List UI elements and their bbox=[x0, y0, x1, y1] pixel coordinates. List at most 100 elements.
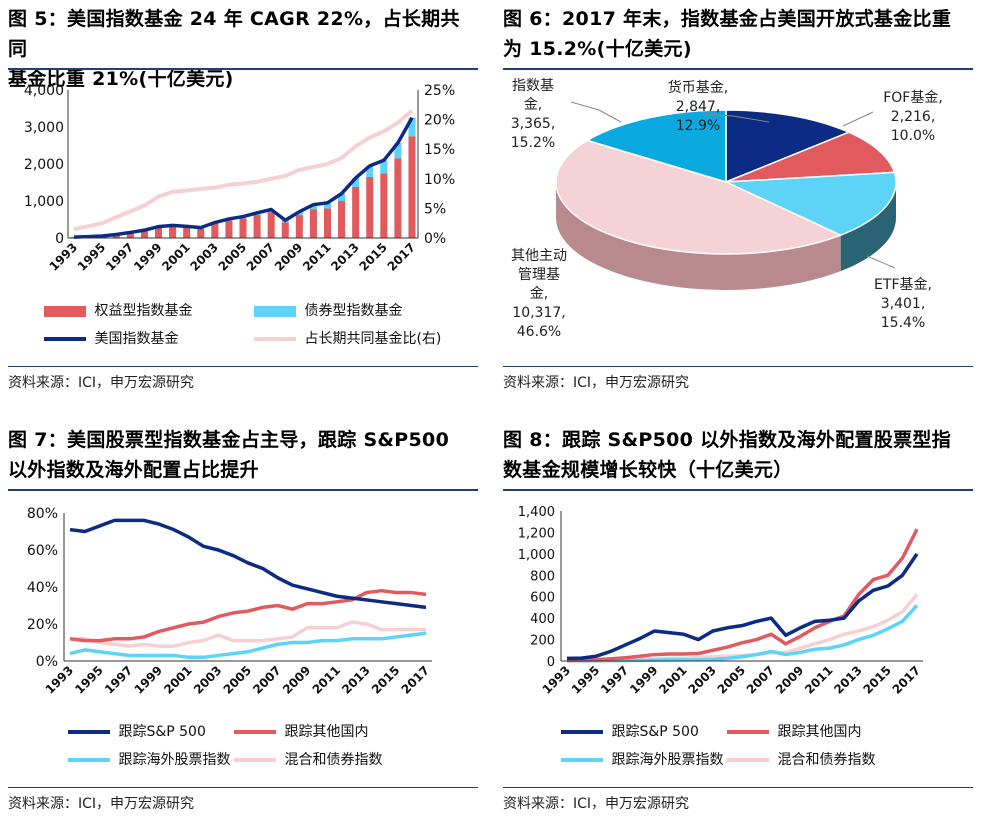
bar-equity-index bbox=[323, 208, 332, 238]
x-tick-label: 2017 bbox=[890, 663, 924, 697]
legend-label: 混合和债券指数 bbox=[777, 752, 876, 768]
figure-7-title-line2: 以外指数及海外配置占比提升 bbox=[8, 459, 259, 481]
x-tick-label: 2009 bbox=[280, 663, 314, 697]
legend-label: 跟踪其他国内 bbox=[284, 724, 369, 740]
legend-swatch-cyan bbox=[254, 305, 296, 317]
figure-7-legend: 跟踪S&P 500 跟踪其他国内 跟踪海外股票指数 混合和债券指数 bbox=[8, 719, 478, 775]
bar-equity-index bbox=[267, 212, 275, 238]
legend-swatch-cyan-line bbox=[68, 758, 110, 762]
x-tick-label: 1995 bbox=[75, 240, 109, 274]
figure-7-title: 图 7：美国股票型指数基金占主导，跟踪 S&P500 以外指数及海外配置占比提升 bbox=[8, 425, 449, 485]
legend-label: 混合和债券指数 bbox=[284, 752, 383, 768]
x-tick-label: 1995 bbox=[72, 663, 106, 697]
legend-label: 跟踪其他国内 bbox=[777, 724, 862, 740]
line-other-domestic bbox=[69, 588, 427, 643]
line-hybrid-bond bbox=[70, 620, 426, 648]
figure-5-title: 图 5：美国指数基金 24 年 CAGR 22%，占长期共同 基金比重 21%(… bbox=[8, 4, 478, 94]
y-tick-label: 20% bbox=[27, 617, 58, 633]
legend-swatch-pink-line bbox=[254, 337, 296, 341]
legend-swatch-navy-line bbox=[561, 730, 603, 734]
figure-8-bottom-rule bbox=[503, 787, 973, 788]
bar-equity-index bbox=[154, 227, 163, 238]
x-tick-label: 1995 bbox=[569, 663, 603, 697]
bar-equity-index bbox=[140, 230, 148, 238]
y-tick-label: 60% bbox=[27, 543, 58, 559]
pie-slice-side bbox=[840, 182, 896, 272]
figure-6-source: 资料来源：ICI，申万宏源研究 bbox=[503, 375, 690, 391]
x-tick-label: 2001 bbox=[159, 240, 193, 274]
x-tick-label: 2011 bbox=[300, 240, 334, 274]
x-tick-label: 2007 bbox=[250, 663, 284, 697]
panel-figure-8: 图 8：跟踪 S&P500 以外指数及海外配置股票型指 数基金规模增长较快（十亿… bbox=[503, 425, 973, 822]
figure-7-title-line1: 图 7：美国股票型指数基金占主导，跟踪 S&P500 bbox=[8, 429, 450, 451]
y-tick-label: 1,400 bbox=[518, 505, 555, 520]
bar-bond-index bbox=[309, 204, 317, 210]
figure-7-bottom-rule bbox=[8, 787, 478, 788]
bar-bond-index bbox=[323, 202, 332, 209]
x-tick-label: 2013 bbox=[328, 240, 362, 274]
bar-equity-index bbox=[169, 226, 177, 238]
x-tick-label: 2005 bbox=[216, 240, 250, 274]
y-left-tick-label: 1,000 bbox=[24, 194, 64, 210]
label-money-fund: 货币基金, bbox=[668, 79, 728, 96]
y-left-tick-label: 3,000 bbox=[24, 120, 64, 136]
bar-bond-index bbox=[366, 165, 374, 177]
y-right-tick-label: 25% bbox=[424, 83, 455, 99]
x-tick-label: 1999 bbox=[627, 663, 661, 697]
line-us-index bbox=[73, 116, 414, 239]
figure-5-chart: 0 1,000 2,000 3,000 4,000 0% 5% 10% 15% 20% 25% 199… bbox=[24, 83, 455, 274]
line-sp500 bbox=[566, 552, 919, 661]
x-tick-label: 2001 bbox=[161, 663, 195, 697]
figure-5-bottom-rule bbox=[8, 366, 478, 367]
line-sp500 bbox=[69, 518, 427, 610]
x-tick-label: 2013 bbox=[339, 663, 373, 697]
x-tick-label: 1997 bbox=[102, 663, 136, 697]
leader-line bbox=[866, 255, 896, 269]
pie-slice bbox=[725, 131, 896, 183]
legend-item-equity-index: 权益型指数基金 bbox=[44, 300, 192, 320]
bar-equity-index bbox=[352, 186, 360, 238]
y-right-tick-label: 10% bbox=[424, 172, 455, 188]
legend-item-hybrid-bond: 混合和债券指数 bbox=[727, 749, 875, 769]
figure-5-top-rule bbox=[8, 68, 478, 70]
legend-label: 债券型指数基金 bbox=[304, 303, 403, 319]
y-tick-label: 800 bbox=[530, 569, 555, 584]
y-tick-label: 0 bbox=[547, 655, 555, 670]
legend-item-foreign-equity: 跟踪海外股票指数 bbox=[561, 749, 723, 769]
legend-label: 跟踪S&P 500 bbox=[118, 724, 206, 740]
bar-equity-index bbox=[197, 228, 205, 238]
bar-bond-index bbox=[394, 142, 402, 159]
panel-figure-6: 图 6：2017 年末，指数基金占美国开放式基金比重 为 15.2%(十亿美元)… bbox=[503, 4, 973, 404]
pie-slice bbox=[725, 171, 897, 236]
x-tick-label: 2005 bbox=[715, 663, 749, 697]
legend-label: 跟踪S&P 500 bbox=[611, 724, 699, 740]
bar-equity-index bbox=[126, 232, 134, 238]
figure-5-title-line2: 基金比重 21%(十亿美元) bbox=[8, 68, 234, 90]
y-tick-label: 200 bbox=[530, 634, 555, 649]
figure-6-bottom-rule bbox=[503, 366, 973, 367]
x-tick-label: 1997 bbox=[598, 663, 632, 697]
bar-equity-index bbox=[380, 173, 388, 238]
legend-item-hybrid-bond: 混合和债券指数 bbox=[234, 749, 382, 769]
legend-item-sp500: 跟踪S&P 500 bbox=[561, 721, 699, 741]
legend-item-bond-index: 债券型指数基金 bbox=[254, 300, 402, 320]
x-tick-label: 2007 bbox=[244, 240, 278, 274]
figure-5-source: 资料来源：ICI，申万宏源研究 bbox=[8, 375, 195, 391]
pie-slice-side bbox=[556, 182, 841, 290]
legend-swatch-navy-line bbox=[44, 337, 86, 341]
bar-bond-index bbox=[338, 193, 346, 201]
figure-6-pie-chart: 货币基金, 2,847, 12.9% FOF基金, 2,216, 10.0% ETF基金, 3… bbox=[511, 77, 943, 340]
panel-figure-7: 图 7：美国股票型指数基金占主导，跟踪 S&P500 以外指数及海外配置占比提升… bbox=[8, 425, 478, 822]
label-other-active-fund: 管理基 bbox=[518, 266, 560, 283]
label-etf-fund: ETF基金, bbox=[874, 276, 932, 293]
figure-5-legend: 权益型指数基金 债券型指数基金 美国指数基金 占长期共同基金比(右) bbox=[8, 296, 478, 356]
figure-7-source: 资料来源：ICI，申万宏源研究 bbox=[8, 796, 195, 812]
y-left-tick-label: 4,000 bbox=[24, 83, 64, 99]
panel-figure-5: 图 5：美国指数基金 24 年 CAGR 22%，占长期共同 基金比重 21%(… bbox=[8, 4, 478, 404]
label-index-fund: 金, bbox=[524, 97, 542, 113]
bar-equity-index bbox=[281, 222, 289, 238]
bar-equity-index bbox=[295, 215, 303, 238]
legend-swatch-navy-line bbox=[68, 730, 110, 734]
figure-8-chart: 0 200 400 600 800 1,000 1,200 1,400 199319951997… bbox=[518, 505, 924, 697]
x-tick-label: 2007 bbox=[744, 663, 778, 697]
